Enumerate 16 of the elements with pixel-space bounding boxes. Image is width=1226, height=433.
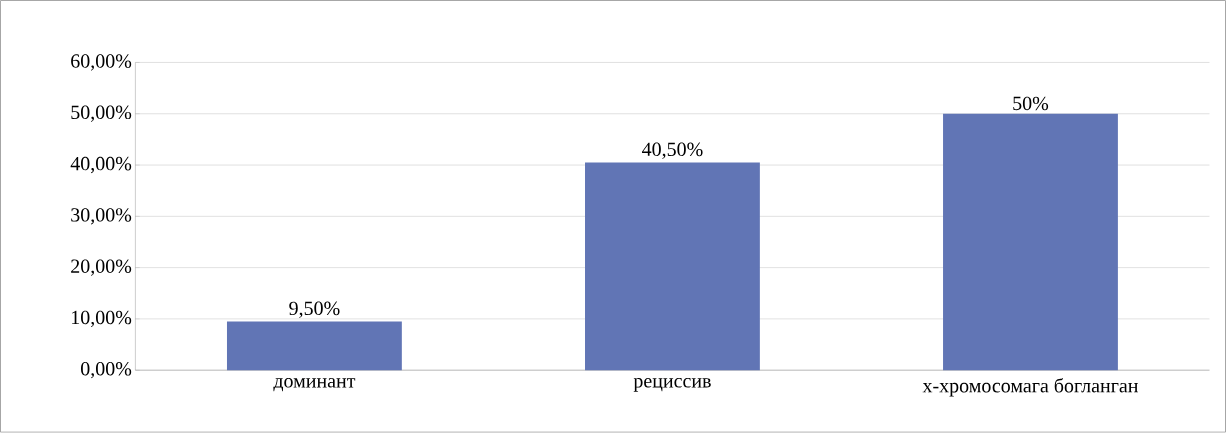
y-tick-label: 0,00% [81,362,132,379]
y-tick-label: 50,00% [71,105,132,123]
y-tick-label: 10,00% [72,310,132,328]
x-tick-label: доминант [273,378,356,392]
bar [943,113,1118,371]
y-tick-label: 30,00% [71,208,132,225]
data-label: 9,50% [289,301,340,319]
y-tick-label: 40,00% [70,157,132,174]
data-label: 50% [1013,96,1049,111]
y-tick-label: 20,00% [71,259,132,276]
bar [585,162,760,371]
bar [226,321,402,371]
y-tick-label: 60,00% [71,54,132,71]
x-tick-label: рециссив [633,378,711,392]
x-tick-label: x-хромосомага богланган [922,378,1138,397]
data-label: 40,50% [642,142,703,160]
